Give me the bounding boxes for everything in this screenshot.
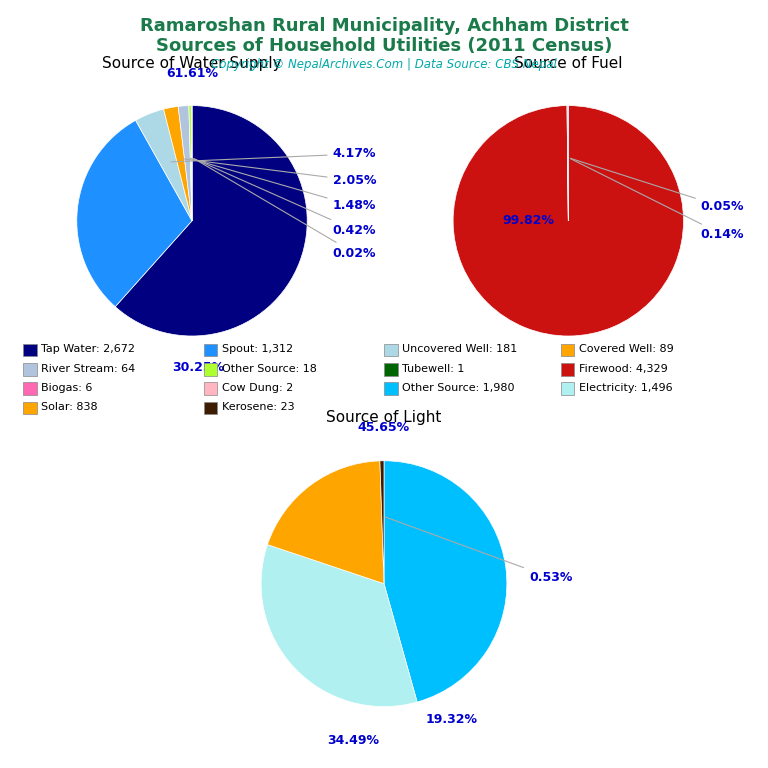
Text: Tap Water: 2,672: Tap Water: 2,672: [41, 344, 135, 355]
Wedge shape: [77, 121, 192, 306]
Title: Source of Fuel: Source of Fuel: [514, 57, 623, 71]
Text: 2.05%: 2.05%: [183, 159, 376, 187]
Text: Uncovered Well: 181: Uncovered Well: 181: [402, 344, 518, 355]
Title: Source of Water Supply: Source of Water Supply: [102, 57, 282, 71]
Text: 0.05%: 0.05%: [571, 158, 744, 214]
Text: Ramaroshan Rural Municipality, Achham District: Ramaroshan Rural Municipality, Achham Di…: [140, 17, 628, 35]
Text: 0.02%: 0.02%: [194, 159, 376, 260]
Text: Other Source: 18: Other Source: 18: [222, 363, 317, 374]
Text: 1.48%: 1.48%: [190, 158, 376, 212]
Text: Electricity: 1,496: Electricity: 1,496: [579, 382, 673, 393]
Wedge shape: [189, 106, 192, 221]
Title: Source of Light: Source of Light: [326, 410, 442, 425]
Text: 61.61%: 61.61%: [166, 68, 218, 81]
Text: Covered Well: 89: Covered Well: 89: [579, 344, 674, 355]
Wedge shape: [178, 106, 192, 221]
Text: Biogas: 6: Biogas: 6: [41, 382, 93, 393]
Wedge shape: [136, 109, 192, 221]
Text: 34.49%: 34.49%: [327, 733, 379, 746]
Text: Spout: 1,312: Spout: 1,312: [222, 344, 293, 355]
Text: Cow Dung: 2: Cow Dung: 2: [222, 382, 293, 393]
Wedge shape: [164, 107, 192, 221]
Text: 45.65%: 45.65%: [358, 421, 410, 434]
Text: 30.25%: 30.25%: [172, 361, 223, 374]
Wedge shape: [380, 461, 384, 584]
Wedge shape: [267, 461, 384, 584]
Wedge shape: [453, 105, 684, 336]
Text: 0.53%: 0.53%: [386, 517, 572, 584]
Wedge shape: [115, 105, 307, 336]
Text: 0.42%: 0.42%: [194, 158, 376, 237]
Wedge shape: [384, 461, 507, 702]
Text: Solar: 838: Solar: 838: [41, 402, 98, 412]
Text: Firewood: 4,329: Firewood: 4,329: [579, 363, 668, 374]
Text: River Stream: 64: River Stream: 64: [41, 363, 136, 374]
Text: Tubewell: 1: Tubewell: 1: [402, 363, 465, 374]
Text: 19.32%: 19.32%: [425, 713, 478, 726]
Text: 0.14%: 0.14%: [571, 159, 744, 241]
Text: Kerosene: 23: Kerosene: 23: [222, 402, 295, 412]
Wedge shape: [261, 545, 417, 707]
Text: Sources of Household Utilities (2011 Census): Sources of Household Utilities (2011 Cen…: [156, 37, 612, 55]
Text: 99.82%: 99.82%: [502, 214, 554, 227]
Text: Other Source: 1,980: Other Source: 1,980: [402, 382, 515, 393]
Text: 4.17%: 4.17%: [171, 147, 376, 162]
Wedge shape: [567, 106, 568, 221]
Text: Copyright © NepalArchives.Com | Data Source: CBS Nepal: Copyright © NepalArchives.Com | Data Sou…: [211, 58, 557, 71]
